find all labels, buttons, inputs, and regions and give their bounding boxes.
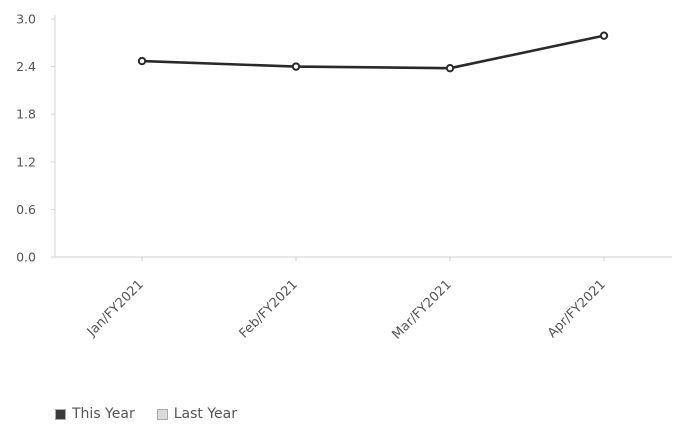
legend-swatch-last-year	[156, 408, 168, 420]
data-point[interactable]	[445, 63, 455, 73]
y-tick-label: 3.0	[16, 12, 36, 27]
legend-item-last-year[interactable]: Last Year	[156, 406, 237, 422]
x-category-label: Jan/FY2021	[84, 277, 147, 340]
axes-layer	[54, 15, 672, 258]
x-category-label: Mar/FY2021	[389, 277, 454, 342]
legend-label-last-year: Last Year	[173, 406, 237, 422]
legend-item-this-year[interactable]: This Year	[55, 406, 135, 422]
y-tick-label: 2.4	[16, 59, 36, 74]
x-category-label: Feb/FY2021	[237, 277, 301, 341]
series-layer	[137, 31, 609, 73]
series-line-this-year	[140, 34, 606, 70]
legend-swatch-this-year	[55, 408, 66, 420]
y-tick-labels: 3.0 2.4 1.8 1.2 0.6 0.0	[16, 12, 55, 265]
y-tick-label: 1.8	[16, 107, 36, 122]
legend: This Year Last Year	[55, 406, 237, 422]
y-tick-label: 0.6	[16, 202, 36, 217]
data-point[interactable]	[291, 62, 301, 71]
y-tick-label: 0.0	[16, 250, 36, 265]
x-category-label: Apr/FY2021	[545, 277, 609, 341]
data-point[interactable]	[137, 56, 147, 66]
legend-label-this-year: This Year	[72, 406, 135, 422]
y-tick-label: 1.2	[16, 154, 36, 169]
data-point[interactable]	[599, 31, 609, 40]
x-category-labels: Jan/FY2021 Feb/FY2021 Mar/FY2021 Apr/FY2021	[84, 257, 609, 343]
